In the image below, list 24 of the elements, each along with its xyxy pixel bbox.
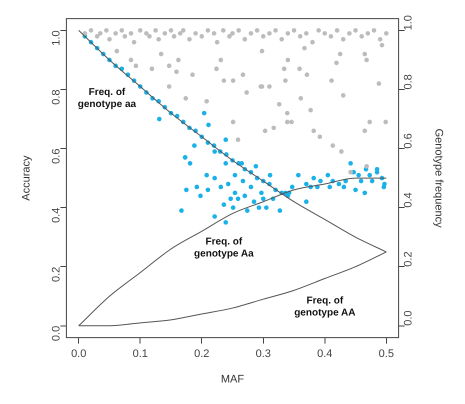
annotation: Freq. of genotype aa [78, 87, 137, 110]
y-tick-label: 0.0 [50, 326, 62, 342]
annotation: Freq. of genotype AA [294, 295, 356, 318]
x-axis-title: MAF [220, 373, 244, 386]
y-tick-label: 0.8 [50, 89, 62, 105]
x-tick-label: 0.0 [71, 348, 86, 360]
y2-tick-label: 0.6 [402, 133, 415, 149]
x-tick-label: 0.5 [378, 348, 394, 360]
y-tick-label: 0.4 [50, 208, 62, 223]
y2-axis-title: Genotype frequency [432, 128, 444, 228]
x-tick-label: 0.3 [256, 348, 271, 360]
y-tick-label: 0.2 [50, 266, 62, 282]
y-tick-label: 1.0 [50, 30, 62, 46]
x-tick-label: 0.1 [132, 348, 148, 360]
y-tick-label: 0.6 [50, 148, 62, 164]
y-axis-title: Accuracy [20, 154, 33, 201]
annotation: Freq. of genotype Aa [194, 236, 254, 260]
x-tick-label: 0.2 [194, 348, 210, 360]
y2-tick-label: 0.8 [402, 74, 415, 90]
y2-tick-label: 0.4 [402, 192, 415, 208]
y2-tick-label: 0.2 [402, 251, 415, 267]
y2-tick-label: 0.0 [402, 310, 415, 326]
y2-tick-label: 1.0 [402, 15, 415, 30]
x-tick-label: 0.4 [317, 348, 332, 360]
